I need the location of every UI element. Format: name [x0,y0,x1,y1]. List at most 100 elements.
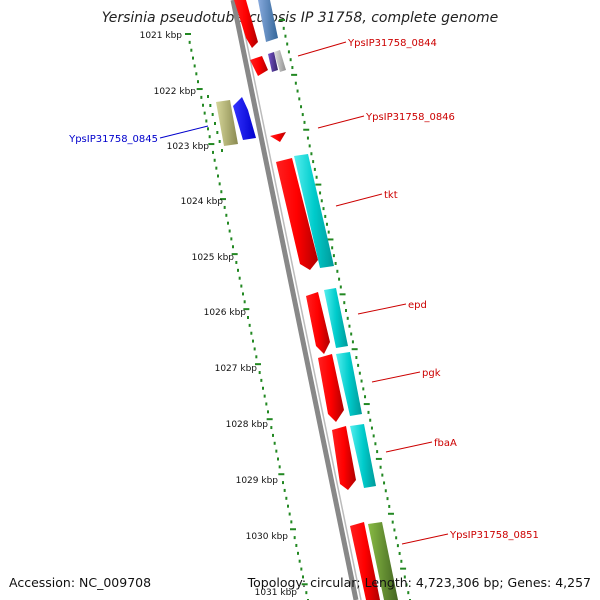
gene-label[interactable]: epd [408,300,427,311]
gene-arrow[interactable] [294,154,334,268]
scale-dot [273,441,276,445]
gene-label[interactable]: YpsIP31758_0846 [365,112,455,123]
gene-arrow[interactable] [276,158,318,270]
scale-dot [240,284,243,288]
gene-labels[interactable]: YpsIP31758_0844 YpsIP31758_0846 tkt epd … [68,38,539,541]
gene-arrow[interactable] [336,352,362,416]
scale-dot [405,583,408,587]
scale-dot [291,66,294,70]
scale-dot [243,300,246,304]
scale-dot [288,512,291,516]
gene-arrow[interactable] [350,522,380,600]
gene-arrow[interactable] [233,97,256,140]
scale-dot [195,72,198,76]
scale-dot [248,323,251,327]
scale-dot [374,442,377,446]
scale-dot [403,575,406,579]
gene-arrow[interactable] [324,288,348,348]
gene-arrow[interactable] [268,52,278,72]
genome-backbone [230,0,362,600]
gene-arrow[interactable] [350,424,376,488]
scale-tick [208,143,215,146]
scale-label: 1026 kbp [204,308,247,318]
gene-arrow[interactable] [216,100,238,146]
scale-dot [297,551,299,555]
scale-dot [265,402,268,406]
gene-arrow[interactable] [258,0,278,42]
scale-dot [225,213,228,217]
scale-dot [386,497,389,501]
scale-dot [327,230,330,234]
scale-dot [228,229,231,233]
gene-arrow[interactable] [332,426,356,490]
scale-tick [375,457,382,460]
scale-dot [262,386,264,390]
scale-dot [221,149,223,152]
gene-label[interactable]: YpsIP31758_0844 [347,38,437,49]
gene-features[interactable] [216,0,398,600]
scale-dot [306,136,309,140]
gene-arrow[interactable] [234,0,258,48]
gene-arrow[interactable] [250,56,268,76]
scale-dot [207,127,209,131]
scale-dot [383,481,386,485]
scale-dot [208,135,211,139]
scale-dot [253,347,256,351]
gene-arrow[interactable] [270,132,286,142]
scale-dot [320,199,323,203]
scale-track [185,33,309,600]
scale-dot [284,34,287,38]
gene-label[interactable]: tkt [384,190,398,201]
scale-label: 1021 kbp [140,31,183,41]
scale-tick [400,567,407,570]
scale-dot [188,40,191,44]
scale-dot [355,356,358,360]
scale-dot [203,111,206,115]
scale-dot [252,339,254,343]
accession-text: Accession: NC_009708 [9,575,152,590]
scale-label: 1025 kbp [192,253,235,263]
scale-dot [287,50,290,54]
page-title: Yersinia pseudotuberculosis IP 31758, co… [101,10,499,26]
scale-dot [202,103,204,107]
scale-dot [398,551,401,555]
scale-dot [282,481,284,485]
scale-dot [211,113,214,116]
gene-label[interactable]: YpsIP31758_0851 [449,530,539,541]
scale-dot [289,58,292,62]
scale-label: 1030 kbp [246,532,289,542]
scale-dot [332,254,335,258]
scale-dot [369,418,372,422]
scale-dot [283,488,286,492]
scale-dot [300,567,303,571]
scale-tick [315,183,322,186]
scale-dot [220,190,223,194]
scale-label: 1029 kbp [236,476,279,486]
scale-dot [313,167,316,171]
genome-stats-text: Topology: circular; Length: 4,723,306 bp… [247,575,591,590]
gene-arrow[interactable] [318,354,344,422]
scale-dot [358,371,361,375]
scale-dot [200,95,203,99]
scale-dot [301,113,304,117]
gene-label[interactable]: pgk [422,368,441,379]
scale-dot [258,371,261,375]
scale-dot [346,316,349,320]
scale-dot [294,81,297,85]
scale-dot [293,536,296,540]
gene-arrow[interactable] [274,50,286,72]
gene-label[interactable]: YpsIP31758_0845 [68,134,158,145]
gene-label[interactable]: fbaA [434,438,457,449]
gene-arrow[interactable] [368,522,398,600]
scale-tick [301,583,308,586]
scale-dot [395,536,398,540]
scale-dot [218,182,221,186]
scale-dot [267,410,269,414]
scale-dot [263,394,266,398]
gene-arrow[interactable] [306,292,330,354]
scale-dot [277,457,279,461]
scale-dot [260,378,263,382]
scale-dot [384,489,387,493]
scale-dot [232,245,234,249]
